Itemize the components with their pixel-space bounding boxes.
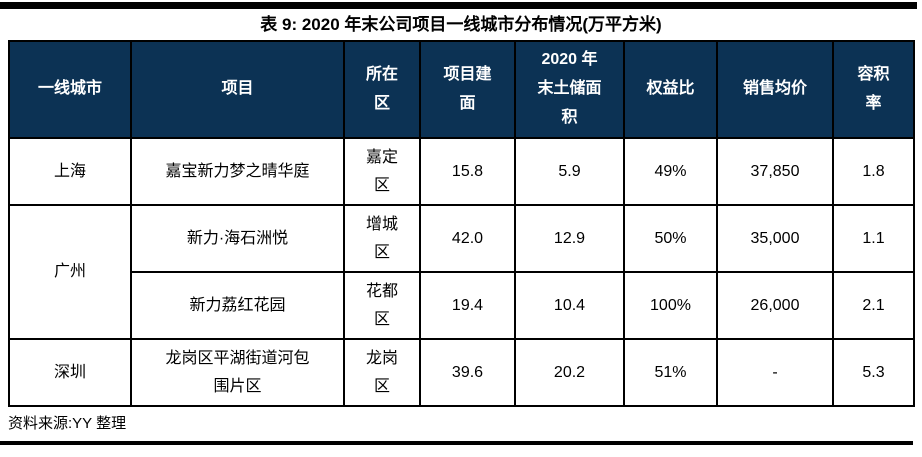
cell-district: 花都 区 bbox=[343, 271, 421, 340]
source-note: 资料来源:YY 整理 bbox=[8, 415, 127, 432]
table-row: 上海 嘉宝新力梦之晴华庭 嘉定 区 15.8 5.9 49% 37,850 1.… bbox=[8, 137, 915, 206]
bottom-divider-line bbox=[0, 441, 913, 445]
cell-equity-ratio: 49% bbox=[623, 137, 718, 206]
cell-district: 增城 区 bbox=[343, 204, 421, 273]
cell-land-reserve: 10.4 bbox=[514, 271, 625, 340]
cell-project: 新力荔红花园 bbox=[130, 271, 345, 340]
header-equity-ratio: 权益比 bbox=[623, 40, 718, 139]
top-divider-line bbox=[0, 2, 917, 9]
cell-city: 广州 bbox=[8, 204, 132, 340]
cell-gfa: 39.6 bbox=[419, 338, 516, 407]
header-project: 项目 bbox=[130, 40, 345, 139]
cell-land-reserve: 5.9 bbox=[514, 137, 625, 206]
header-land-reserve: 2020 年 末土储面 积 bbox=[514, 40, 625, 139]
cell-city: 上海 bbox=[8, 137, 132, 206]
cell-district: 嘉定 区 bbox=[343, 137, 421, 206]
cell-avg-price: 37,850 bbox=[716, 137, 834, 206]
cell-land-reserve: 20.2 bbox=[514, 338, 625, 407]
header-district: 所在 区 bbox=[343, 40, 421, 139]
table-row: 广州 新力·海石洲悦 增城 区 42.0 12.9 50% 35,000 1.1 bbox=[8, 204, 915, 340]
cell-equity-ratio: 50% bbox=[623, 204, 718, 273]
header-plot-ratio: 容积 率 bbox=[832, 40, 915, 139]
table-row: 深圳 龙岗区平湖街道河包 围片区 龙岗 区 39.6 20.2 51% - 5.… bbox=[8, 338, 915, 407]
cell-equity-ratio: 100% bbox=[623, 271, 718, 340]
cell-avg-price: - bbox=[716, 338, 834, 407]
cell-plot-ratio: 1.1 bbox=[832, 204, 915, 273]
table-header-row: 一线城市 项目 所在 区 项目建 面 2020 年 末土储面 积 权益比 销售均… bbox=[8, 40, 915, 139]
cell-district: 龙岗 区 bbox=[343, 338, 421, 407]
table-row: 新力荔红花园 花都 区 19.4 10.4 100% 26,000 2.1 bbox=[9, 271, 915, 340]
cell-plot-ratio: 1.8 bbox=[832, 137, 915, 206]
header-gfa: 项目建 面 bbox=[419, 40, 516, 139]
cell-avg-price: 35,000 bbox=[716, 204, 834, 273]
cell-project: 嘉宝新力梦之晴华庭 bbox=[130, 137, 345, 206]
cell-plot-ratio: 5.3 bbox=[832, 338, 915, 407]
header-avg-price: 销售均价 bbox=[716, 40, 834, 139]
cell-plot-ratio: 2.1 bbox=[832, 271, 915, 340]
cell-city: 深圳 bbox=[8, 338, 132, 407]
projects-table: 一线城市 项目 所在 区 项目建 面 2020 年 末土储面 积 权益比 销售均… bbox=[8, 40, 915, 407]
cell-gfa: 15.8 bbox=[419, 137, 516, 206]
cell-gfa: 19.4 bbox=[419, 271, 516, 340]
cell-avg-price: 26,000 bbox=[716, 271, 834, 340]
cell-project: 龙岗区平湖街道河包 围片区 bbox=[130, 338, 345, 407]
table-title: 表 9: 2020 年末公司项目一线城市分布情况(万平方米) bbox=[260, 15, 662, 34]
cell-project: 新力·海石洲悦 bbox=[130, 204, 345, 273]
cell-gfa: 42.0 bbox=[419, 204, 516, 273]
cell-land-reserve: 12.9 bbox=[514, 204, 625, 273]
header-city: 一线城市 bbox=[8, 40, 132, 139]
cell-equity-ratio: 51% bbox=[623, 338, 718, 407]
